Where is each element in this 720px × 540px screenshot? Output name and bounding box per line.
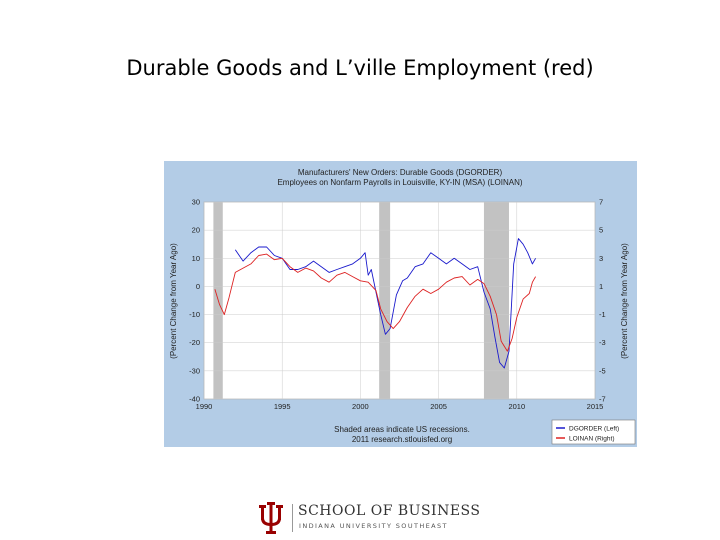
chart-subtitle: Employees on Nonfarm Payrolls in Louisvi…: [277, 178, 522, 187]
chart-title: Manufacturers' New Orders: Durable Goods…: [298, 168, 503, 177]
y-tick-right-2: -3: [599, 338, 606, 347]
series-line-0: [234, 238, 536, 369]
plot-area: [203, 201, 596, 400]
y-tick-right-3: -1: [599, 310, 606, 319]
series-lines: [214, 238, 536, 369]
y-tick-left-6: 20: [192, 226, 200, 235]
y-tick-left-1: -30: [189, 366, 200, 375]
legend-label-loinan: LOINAN (Right): [569, 436, 615, 443]
x-tick-3: 2005: [430, 402, 447, 411]
recession-band-2: [483, 202, 509, 399]
y-axis-label-left: (Percent Change from Year Ago): [169, 243, 178, 359]
x-tick-0: 1990: [196, 402, 213, 411]
y-tick-right-1: -5: [599, 366, 606, 375]
y-tick-right-7: 7: [599, 198, 603, 207]
logo-university-name: INDIANA UNIVERSITY SOUTHEAST: [299, 522, 448, 530]
y-tick-left-7: 30: [192, 198, 200, 207]
school-logo: SCHOOL OF BUSINESS INDIANA UNIVERSITY SO…: [258, 500, 480, 536]
y-tick-right-6: 5: [599, 226, 603, 235]
y-tick-right-4: 1: [599, 282, 603, 291]
legend: DGORDER (Left) LOINAN (Right): [551, 419, 636, 445]
x-tick-4: 2010: [508, 402, 525, 411]
fred-chart: Manufacturers' New Orders: Durable Goods…: [164, 161, 637, 447]
y-axis-label-right: (Percent Change from Year Ago): [620, 243, 629, 359]
y-tick-left-2: -20: [189, 338, 200, 347]
x-tick-1: 1995: [274, 402, 291, 411]
logo-school-name: SCHOOL OF BUSINESS: [298, 503, 481, 519]
x-tick-5: 2015: [587, 402, 604, 411]
slide-title: Durable Goods and L’ville Employment (re…: [126, 56, 594, 80]
logo-divider: [292, 504, 293, 532]
chart-svg: Manufacturers' New Orders: Durable Goods…: [164, 161, 637, 447]
footnote-line2: 2011 research.stlouisfed.org: [352, 435, 452, 444]
recession-band-1: [379, 202, 391, 399]
series-line-1: [214, 253, 536, 352]
footnote-line1: Shaded areas indicate US recessions.: [334, 425, 470, 434]
y-tick-right-0: -7: [599, 395, 606, 404]
x-tick-2: 2000: [352, 402, 369, 411]
y-tick-left-3: -10: [189, 310, 200, 319]
y-tick-left-0: -40: [189, 395, 200, 404]
trident-icon: [259, 502, 283, 534]
axis-tick-labels: -40 -30 -20 -10 0 10 20 30 -7 -5 -3 -1 1 3 5 7 1990 1995 2…: [189, 198, 606, 412]
y-tick-left-5: 10: [192, 254, 200, 263]
legend-box: [551, 419, 636, 445]
y-tick-left-4: 0: [196, 282, 200, 291]
legend-label-dgorder: DGORDER (Left): [569, 426, 619, 433]
y-tick-right-5: 3: [599, 254, 603, 263]
